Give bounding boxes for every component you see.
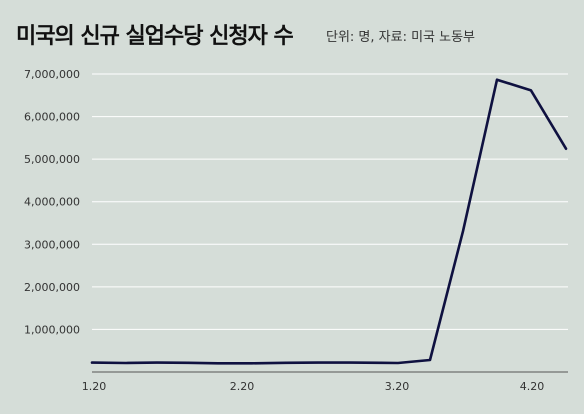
x-tick-labels: 1.20 2.20 3.20 4.20 — [82, 380, 545, 393]
chart-subtitle: 단위: 명, 자료: 미국 노동부 — [326, 30, 476, 45]
y-tick-label: 1,000,000 — [24, 323, 80, 336]
series-line — [90, 78, 568, 365]
x-tick-label: 2.20 — [230, 380, 255, 393]
y-tick-label: 4,000,000 — [24, 196, 80, 209]
y-tick-label: 6,000,000 — [24, 111, 80, 124]
y-tick-labels: 1,000,000 2,000,000 3,000,000 4,000,000 5,00… — [24, 68, 80, 336]
y-tick-label: 2,000,000 — [24, 281, 80, 294]
chart-title: 미국의 신규 실업수당 신청자 수 — [16, 24, 294, 49]
x-tick-label: 1.20 — [82, 380, 107, 393]
x-tick-label: 3.20 — [385, 380, 410, 393]
y-tick-label: 5,000,000 — [24, 153, 80, 166]
y-tick-label: 3,000,000 — [24, 238, 80, 251]
x-tick-label: 4.20 — [520, 380, 545, 393]
y-tick-label: 7,000,000 — [24, 68, 80, 81]
grid-layer — [92, 73, 568, 330]
